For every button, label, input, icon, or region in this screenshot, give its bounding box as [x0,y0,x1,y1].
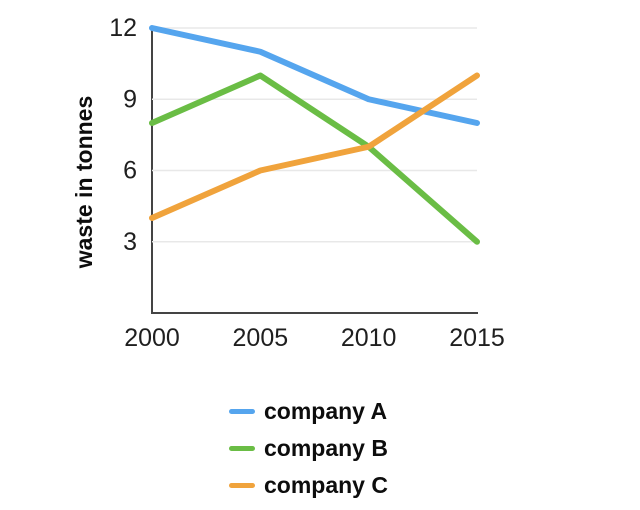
legend-swatch-company-c-icon [229,483,255,488]
y-tick-label: 6 [123,157,137,185]
y-tick-label: 3 [123,228,137,256]
legend-label-company-b: company B [264,435,388,461]
legend-item-company-b: company B [229,436,388,461]
chart-legend: company A company B company C [229,399,388,510]
legend-swatch-company-b-icon [229,446,255,451]
x-tick-label: 2000 [124,324,180,352]
x-tick-label: 2015 [449,324,505,352]
x-tick-label: 2010 [341,324,397,352]
legend-label-company-a: company A [264,398,388,424]
series-line-company-c [149,72,480,221]
y-axis-title: waste in tonnes [71,96,97,270]
series-line-company-b [149,72,480,245]
x-tick-label: 2005 [233,324,289,352]
legend-item-company-c: company C [229,473,388,498]
legend-item-company-a: company A [229,399,388,424]
line-chart-plot: waste in tonnes 3 6 9 12 2000 2005 2010 2015 [71,14,505,352]
y-tick-label: 12 [109,14,137,42]
legend-label-company-c: company C [264,472,388,498]
legend-swatch-company-a-icon [229,409,255,414]
y-tick-label: 9 [123,85,137,113]
